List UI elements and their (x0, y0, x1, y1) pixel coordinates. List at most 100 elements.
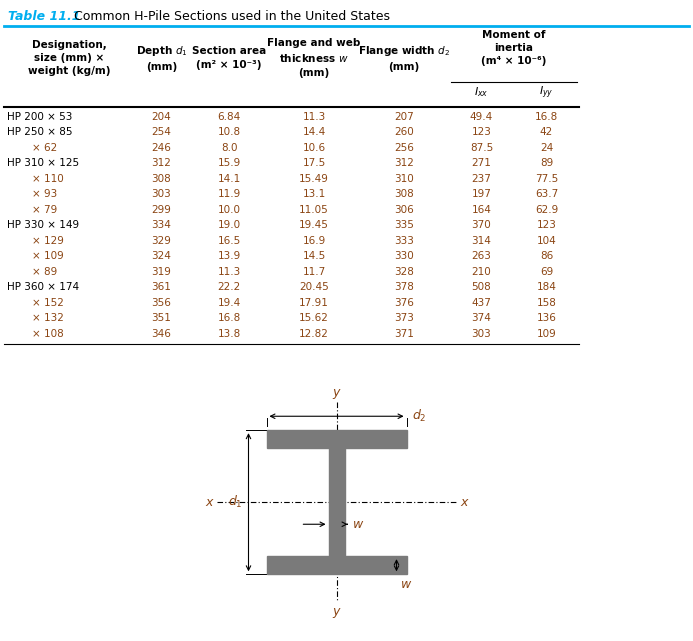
Text: y: y (333, 387, 340, 399)
Text: 312: 312 (394, 158, 414, 168)
Text: 123: 123 (471, 128, 491, 137)
Text: 104: 104 (536, 236, 556, 246)
Text: 370: 370 (472, 221, 491, 230)
Text: 319: 319 (152, 267, 171, 277)
Text: 376: 376 (394, 298, 414, 308)
Text: HP 360 × 174: HP 360 × 174 (7, 282, 79, 292)
Bar (267, 430, 407, 448)
Text: y: y (333, 605, 340, 619)
Text: 87.5: 87.5 (470, 143, 493, 153)
Text: × 110: × 110 (32, 174, 64, 184)
Text: HP 330 × 149: HP 330 × 149 (7, 221, 79, 230)
Text: 10.8: 10.8 (218, 128, 240, 137)
Text: 299: 299 (152, 204, 171, 215)
Text: 62.9: 62.9 (535, 204, 558, 215)
Text: × 129: × 129 (32, 236, 64, 246)
Text: 109: 109 (536, 329, 556, 338)
Text: $w$: $w$ (353, 518, 365, 531)
Bar (267, 556, 407, 574)
Text: 12.82: 12.82 (299, 329, 329, 338)
Text: 328: 328 (394, 267, 414, 277)
Text: Flange and web
thickness $w$
(mm): Flange and web thickness $w$ (mm) (267, 38, 360, 78)
Text: 20.45: 20.45 (299, 282, 329, 292)
Text: 351: 351 (152, 313, 171, 323)
Text: 13.9: 13.9 (218, 251, 240, 262)
Text: x: x (461, 495, 468, 509)
Text: 207: 207 (394, 112, 414, 122)
Text: 271: 271 (471, 158, 491, 168)
Text: × 109: × 109 (32, 251, 64, 262)
Text: 329: 329 (152, 236, 171, 246)
Text: 17.91: 17.91 (299, 298, 329, 308)
Text: 15.49: 15.49 (299, 174, 329, 184)
Text: Common H-Pile Sections used in the United States: Common H-Pile Sections used in the Unite… (70, 10, 390, 23)
Text: 11.7: 11.7 (302, 267, 326, 277)
Text: 371: 371 (394, 329, 414, 338)
Text: 256: 256 (394, 143, 414, 153)
Text: 330: 330 (394, 251, 414, 262)
Text: 123: 123 (536, 221, 556, 230)
Text: 361: 361 (152, 282, 171, 292)
Text: × 62: × 62 (32, 143, 58, 153)
Text: 86: 86 (540, 251, 553, 262)
Text: 333: 333 (394, 236, 414, 246)
Text: 310: 310 (394, 174, 414, 184)
Text: 16.8: 16.8 (218, 313, 240, 323)
Text: HP 200 × 53: HP 200 × 53 (7, 112, 72, 122)
Text: 164: 164 (471, 204, 491, 215)
Text: 246: 246 (152, 143, 171, 153)
Text: $d_1$: $d_1$ (228, 494, 243, 510)
Text: 14.5: 14.5 (302, 251, 326, 262)
Text: $d_2$: $d_2$ (412, 408, 427, 424)
Text: 22.2: 22.2 (218, 282, 240, 292)
Text: 49.4: 49.4 (470, 112, 493, 122)
Text: 77.5: 77.5 (535, 174, 558, 184)
Text: 136: 136 (536, 313, 556, 323)
Text: $w$: $w$ (401, 578, 413, 591)
Text: × 152: × 152 (32, 298, 64, 308)
Text: × 132: × 132 (32, 313, 64, 323)
Text: 42: 42 (540, 128, 553, 137)
Text: 19.0: 19.0 (218, 221, 240, 230)
Text: 158: 158 (536, 298, 556, 308)
Text: 303: 303 (472, 329, 491, 338)
Text: Designation,
size (mm) ×
weight (kg/m): Designation, size (mm) × weight (kg/m) (28, 40, 110, 76)
Text: 437: 437 (471, 298, 491, 308)
Text: 14.4: 14.4 (302, 128, 326, 137)
Text: × 108: × 108 (32, 329, 64, 338)
Text: 184: 184 (536, 282, 556, 292)
Text: 254: 254 (152, 128, 171, 137)
Text: 324: 324 (152, 251, 171, 262)
Text: 210: 210 (472, 267, 491, 277)
Text: HP 310 × 125: HP 310 × 125 (7, 158, 79, 168)
Text: 508: 508 (472, 282, 491, 292)
Text: × 93: × 93 (32, 189, 58, 199)
Text: Flange width $d_2$
(mm): Flange width $d_2$ (mm) (358, 44, 450, 72)
Text: 19.4: 19.4 (218, 298, 240, 308)
Text: 335: 335 (394, 221, 414, 230)
Text: 308: 308 (394, 189, 414, 199)
Text: 69: 69 (540, 267, 553, 277)
Text: Depth $d_1$
(mm): Depth $d_1$ (mm) (136, 44, 187, 72)
Text: 15.62: 15.62 (299, 313, 329, 323)
Text: 378: 378 (394, 282, 414, 292)
Text: 11.3: 11.3 (218, 267, 240, 277)
Text: 63.7: 63.7 (535, 189, 558, 199)
Text: 14.1: 14.1 (218, 174, 240, 184)
Text: 312: 312 (152, 158, 171, 168)
Text: 10.0: 10.0 (218, 204, 240, 215)
Text: 15.9: 15.9 (218, 158, 240, 168)
Text: 303: 303 (152, 189, 171, 199)
Text: 346: 346 (152, 329, 171, 338)
Text: 237: 237 (471, 174, 491, 184)
Text: 11.3: 11.3 (302, 112, 326, 122)
Text: 19.45: 19.45 (299, 221, 329, 230)
Text: × 79: × 79 (32, 204, 58, 215)
Text: 308: 308 (152, 174, 171, 184)
Text: 204: 204 (152, 112, 171, 122)
Text: 16.9: 16.9 (302, 236, 326, 246)
Text: HP 250 × 85: HP 250 × 85 (7, 128, 73, 137)
Text: Moment of
inertia
(m⁴ × 10⁻⁶): Moment of inertia (m⁴ × 10⁻⁶) (482, 30, 547, 67)
Text: 11.05: 11.05 (299, 204, 329, 215)
Text: $\mathit{I}_{yy}$: $\mathit{I}_{yy}$ (539, 85, 554, 101)
